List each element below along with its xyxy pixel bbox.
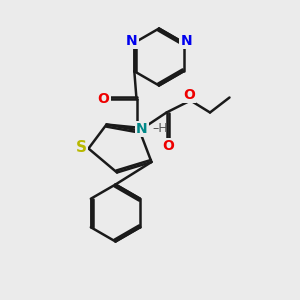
Text: O: O xyxy=(162,140,174,153)
Text: N: N xyxy=(136,122,148,136)
Text: O: O xyxy=(98,92,110,106)
Text: N: N xyxy=(126,34,138,48)
Text: N: N xyxy=(180,34,192,48)
Text: –H: –H xyxy=(152,122,168,136)
Text: O: O xyxy=(183,88,195,102)
Text: S: S xyxy=(76,140,86,154)
